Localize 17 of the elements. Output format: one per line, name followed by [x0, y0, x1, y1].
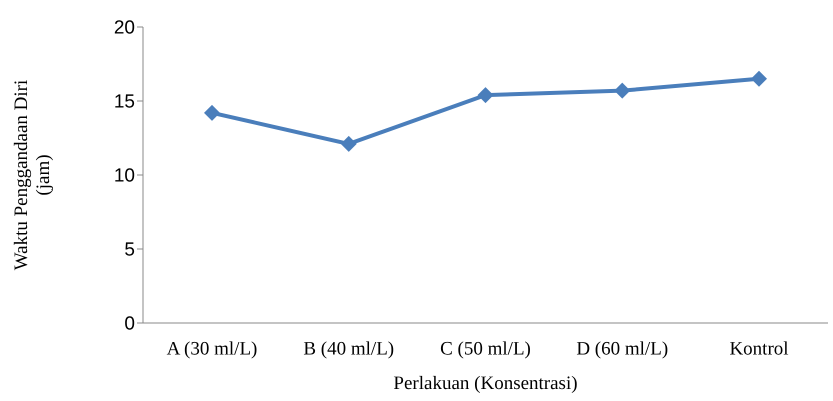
x-tick-label: B (40 ml/L): [303, 338, 394, 360]
point: [340, 136, 357, 152]
y-tick-label: 0: [124, 314, 135, 335]
y-axis-title: Waktu Penggandaan Diri (jam): [11, 80, 54, 270]
x-axis-title: Perlakuan (Konsentrasi): [393, 373, 578, 394]
y-tick-label: 15: [114, 92, 135, 113]
x-tick-label: D (60 ml/L): [576, 338, 668, 360]
x-tick-label: A (30 ml/L): [166, 338, 258, 360]
point: [751, 70, 767, 87]
y-tick-label: 10: [114, 166, 135, 187]
point: [614, 82, 630, 99]
y-tick-label: 5: [124, 240, 135, 261]
x-tick-label: C (50 ml/L): [440, 338, 531, 360]
point: [478, 87, 494, 104]
point: [204, 104, 220, 121]
x-tick-label: Kontrol: [729, 338, 789, 360]
y-tick-label: 20: [114, 18, 135, 39]
